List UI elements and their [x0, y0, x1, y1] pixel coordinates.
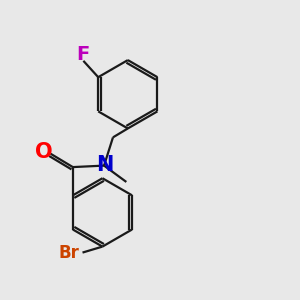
- Text: F: F: [77, 45, 90, 64]
- Text: O: O: [35, 142, 53, 162]
- Text: Br: Br: [58, 244, 79, 262]
- Text: N: N: [96, 155, 113, 175]
